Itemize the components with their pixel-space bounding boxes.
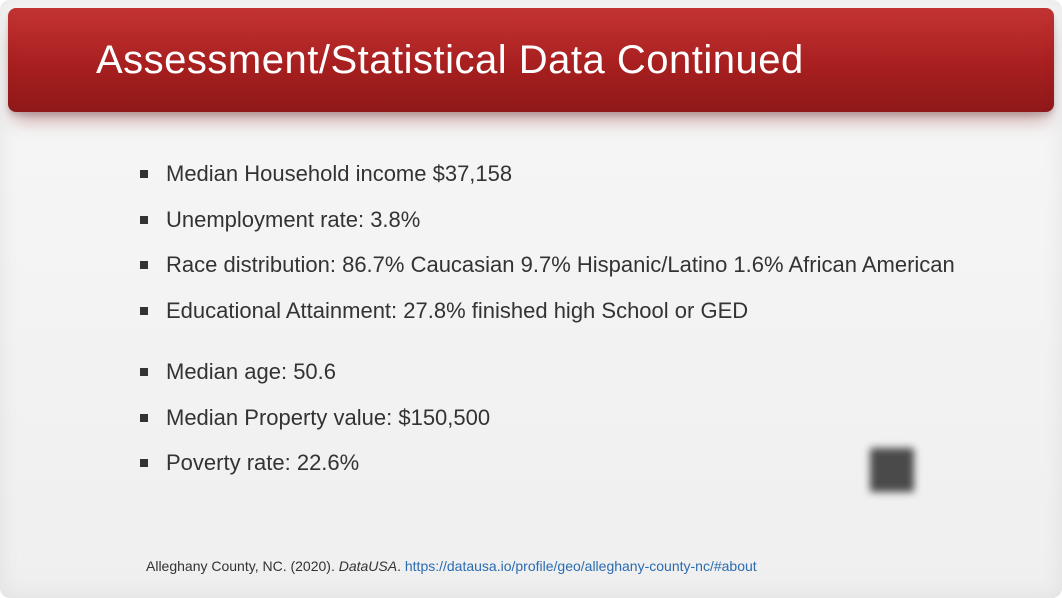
slide-title: Assessment/Statistical Data Continued <box>96 38 804 83</box>
bullet-list-1: Median Household income $37,158 Unemploy… <box>140 160 972 324</box>
citation-url: https://datausa.io/profile/geo/alleghany… <box>405 558 757 574</box>
citation-line: Alleghany County, NC. (2020). DataUSA. h… <box>146 558 757 574</box>
citation-prefix: Alleghany County, NC. (2020). <box>146 558 339 574</box>
slide-container: Assessment/Statistical Data Continued Me… <box>0 0 1062 598</box>
obscured-element-icon <box>870 448 914 492</box>
bullet-item: Race distribution: 86.7% Caucasian 9.7% … <box>140 251 972 279</box>
group-gap <box>140 342 972 358</box>
bullet-item: Unemployment rate: 3.8% <box>140 206 972 234</box>
bullet-item: Poverty rate: 22.6% <box>140 449 972 477</box>
bullet-list-2: Median age: 50.6 Median Property value: … <box>140 358 972 477</box>
citation-separator: . <box>397 558 405 574</box>
bullet-item: Median Household income $37,158 <box>140 160 972 188</box>
bullet-item: Educational Attainment: 27.8% finished h… <box>140 297 972 325</box>
header-bar: Assessment/Statistical Data Continued <box>8 8 1054 112</box>
bullet-item: Median Property value: $150,500 <box>140 404 972 432</box>
content-area: Median Household income $37,158 Unemploy… <box>140 160 972 495</box>
bullet-item: Median age: 50.6 <box>140 358 972 386</box>
citation-source: DataUSA <box>339 558 397 574</box>
